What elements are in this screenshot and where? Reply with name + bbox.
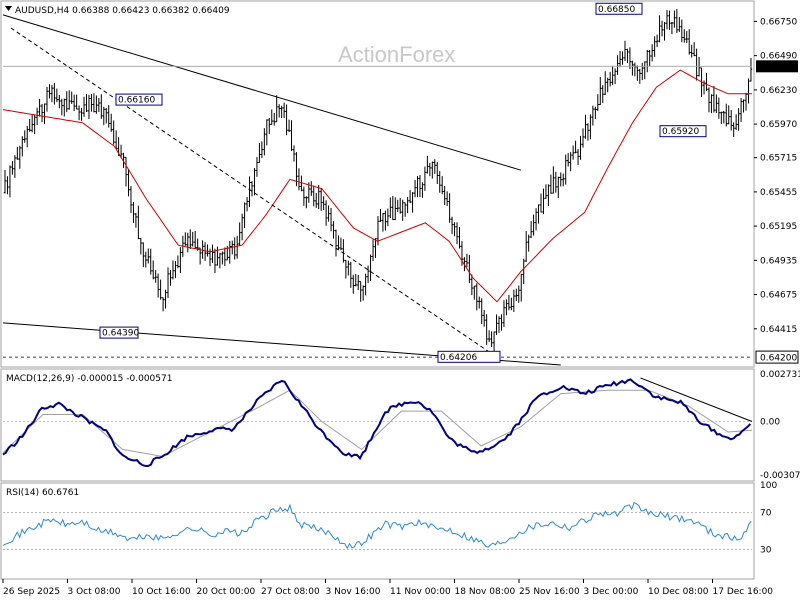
macd-trendline (640, 377, 753, 422)
rsi-title: RSI(14) 60.6761 (6, 488, 79, 498)
x-tick-label: 3 Nov 16:00 (326, 587, 381, 597)
rsi-tick-label: 30 (760, 545, 772, 555)
y-tick-label: 0.64935 (760, 256, 797, 266)
x-tick-label: 18 Nov 08:00 (455, 587, 516, 597)
swing-label-box (659, 125, 707, 138)
x-tick-label: 25 Nov 16:00 (519, 587, 580, 597)
y-tick-label: 0.64415 (760, 325, 797, 335)
x-tick-label: 3 Dec 00:00 (584, 587, 639, 597)
macd-pane[interactable] (0, 368, 755, 482)
swing-label-text: 0.66850 (598, 5, 635, 15)
y-tick-label: 0.66230 (760, 86, 797, 96)
macd-line (2, 378, 752, 468)
trendline-0 (2, 14, 522, 171)
swing-label-text: 0.66160 (118, 96, 155, 106)
x-tick-label: 11 Nov 00:00 (390, 587, 451, 597)
moving-average-line (2, 69, 752, 303)
y-tick-label: 0.65455 (760, 188, 797, 198)
symbol-header: AUDUSD,H4 0.66388 0.66423 0.66382 0.6640… (15, 6, 230, 16)
current-price-tag: 0.66409 (760, 63, 797, 73)
price-pane[interactable] (0, 0, 755, 368)
macd-signal-line (2, 389, 753, 457)
rsi-layer (2, 501, 752, 550)
price-tag-bg (756, 60, 798, 73)
y-tick-label: 0.65970 (760, 120, 797, 130)
watermark: ActionForex (338, 42, 455, 67)
macd-tick-label: 0.00 (760, 418, 780, 428)
swing-label-text: 0.64206 (440, 353, 477, 363)
triangle-down-icon[interactable] (5, 6, 12, 11)
swing-label-box (437, 350, 501, 363)
y-tick-label: 0.65195 (760, 222, 797, 232)
trendline-2 (10, 27, 490, 353)
macd-tick-label: -0.003077 (760, 471, 800, 481)
rsi-line (2, 501, 752, 550)
x-tick-label: 27 Oct 08:00 (261, 587, 320, 597)
rsi-tick-label: 100 (760, 481, 777, 491)
x-tick-label: 10 Dec 08:00 (648, 587, 709, 597)
price-layer: 0.66160 0.64390 0.64206 0.66850 0.65920 (2, 2, 753, 366)
support-tag-bg (755, 350, 799, 364)
axis-layer: 0.66750 0.66490 0.66230 0.65970 0.65715 0.654… (2, 17, 800, 597)
x-tick-label: 3 Oct 08:00 (68, 587, 121, 597)
x-tick-label: 26 Sep 2025 (3, 587, 60, 597)
y-tick-label: 0.65715 (760, 154, 797, 164)
swing-label-box (595, 2, 643, 15)
y-tick-label: 0.64675 (760, 291, 797, 301)
macd-layer (2, 377, 753, 468)
y-tick-label: 0.66750 (760, 17, 797, 27)
x-tick-label: 17 Dec 16:00 (713, 587, 774, 597)
rsi-pane[interactable] (0, 482, 755, 580)
swing-label-text: 0.65920 (662, 127, 699, 137)
swing-label-box (115, 93, 163, 106)
swing-label-text: 0.64390 (102, 329, 139, 339)
swing-label-box (99, 326, 139, 339)
support-tag: 0.64200 (760, 354, 797, 364)
rsi-tick-label: 70 (760, 509, 772, 519)
macd-title: MACD(12,26,9) -0.000015 -0.000571 (6, 374, 172, 384)
x-tick-label: 10 Oct 16:00 (132, 587, 191, 597)
macd-tick-label: 0.002731 (760, 370, 800, 380)
y-tick-label: 0.66490 (760, 52, 797, 62)
x-tick-label: 20 Oct 00:00 (197, 587, 256, 597)
